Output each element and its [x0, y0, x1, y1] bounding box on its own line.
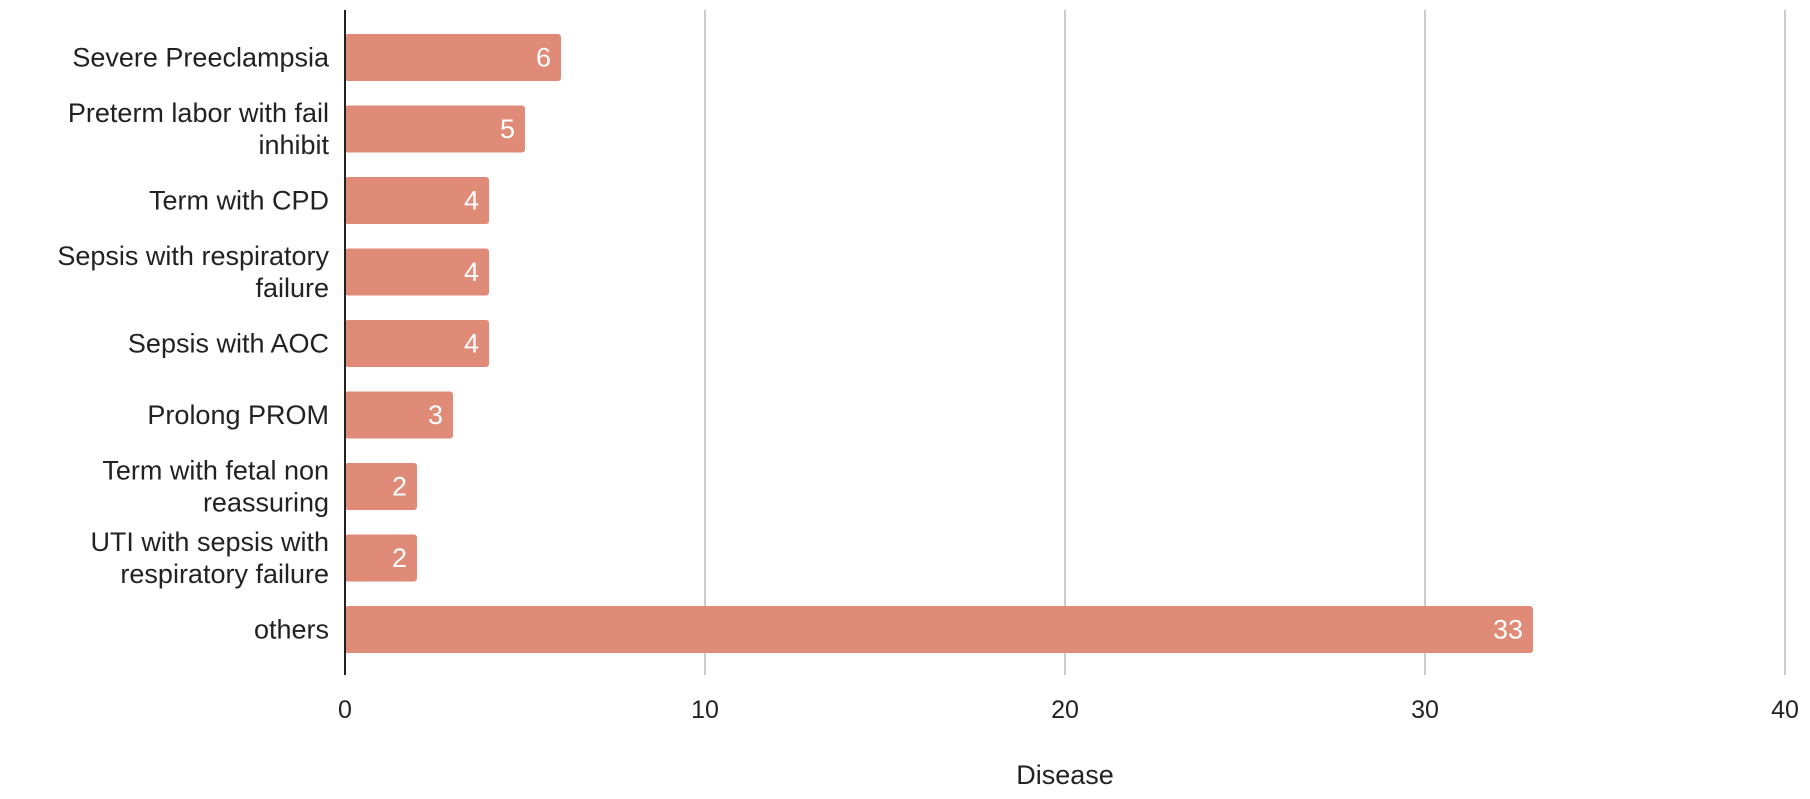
bar — [345, 248, 489, 296]
data-label: 2 — [392, 472, 407, 502]
category-labels: Severe Preeclampsia Preterm labor with fa… — [57, 43, 330, 645]
x-tick-label: 0 — [338, 696, 352, 724]
data-label: 4 — [464, 186, 479, 216]
data-label: 33 — [1493, 615, 1523, 645]
category-label: others — [254, 615, 329, 645]
bars: 6 5 4 4 4 3 2 2 33 — [345, 34, 1533, 653]
data-label: 5 — [500, 114, 515, 144]
category-label: Sepsis with respiratory failure — [57, 241, 329, 303]
category-label: Prolong PROM — [147, 400, 329, 430]
data-label: 4 — [464, 329, 479, 359]
bar — [345, 606, 1533, 653]
category-label: Severe Preeclampsia — [72, 43, 330, 73]
data-label: 3 — [428, 400, 443, 430]
x-axis-title: Disease — [1016, 760, 1114, 790]
category-label: UTI with sepsis with respiratory failure — [90, 527, 329, 589]
category-label: Term with fetal non reassuring — [102, 456, 329, 518]
category-label: Term with CPD — [149, 186, 329, 216]
bar — [345, 105, 525, 153]
x-tick-label: 10 — [691, 696, 719, 724]
data-label: 6 — [536, 43, 551, 73]
bar — [345, 320, 489, 367]
x-tick-label: 20 — [1051, 696, 1079, 724]
bar — [345, 534, 417, 582]
x-tick-label: 40 — [1771, 696, 1799, 724]
category-label: Preterm labor with fail inhibit — [68, 98, 330, 160]
x-axis-ticks: 0 10 20 30 40 — [338, 696, 1799, 724]
x-tick-label: 30 — [1411, 696, 1439, 724]
bar — [345, 34, 561, 81]
data-label: 4 — [464, 257, 479, 287]
data-label: 2 — [392, 543, 407, 573]
gridlines — [704, 10, 1786, 675]
category-label: Sepsis with AOC — [128, 329, 329, 359]
bar — [345, 177, 489, 224]
bar — [345, 391, 453, 439]
bar — [345, 463, 417, 510]
